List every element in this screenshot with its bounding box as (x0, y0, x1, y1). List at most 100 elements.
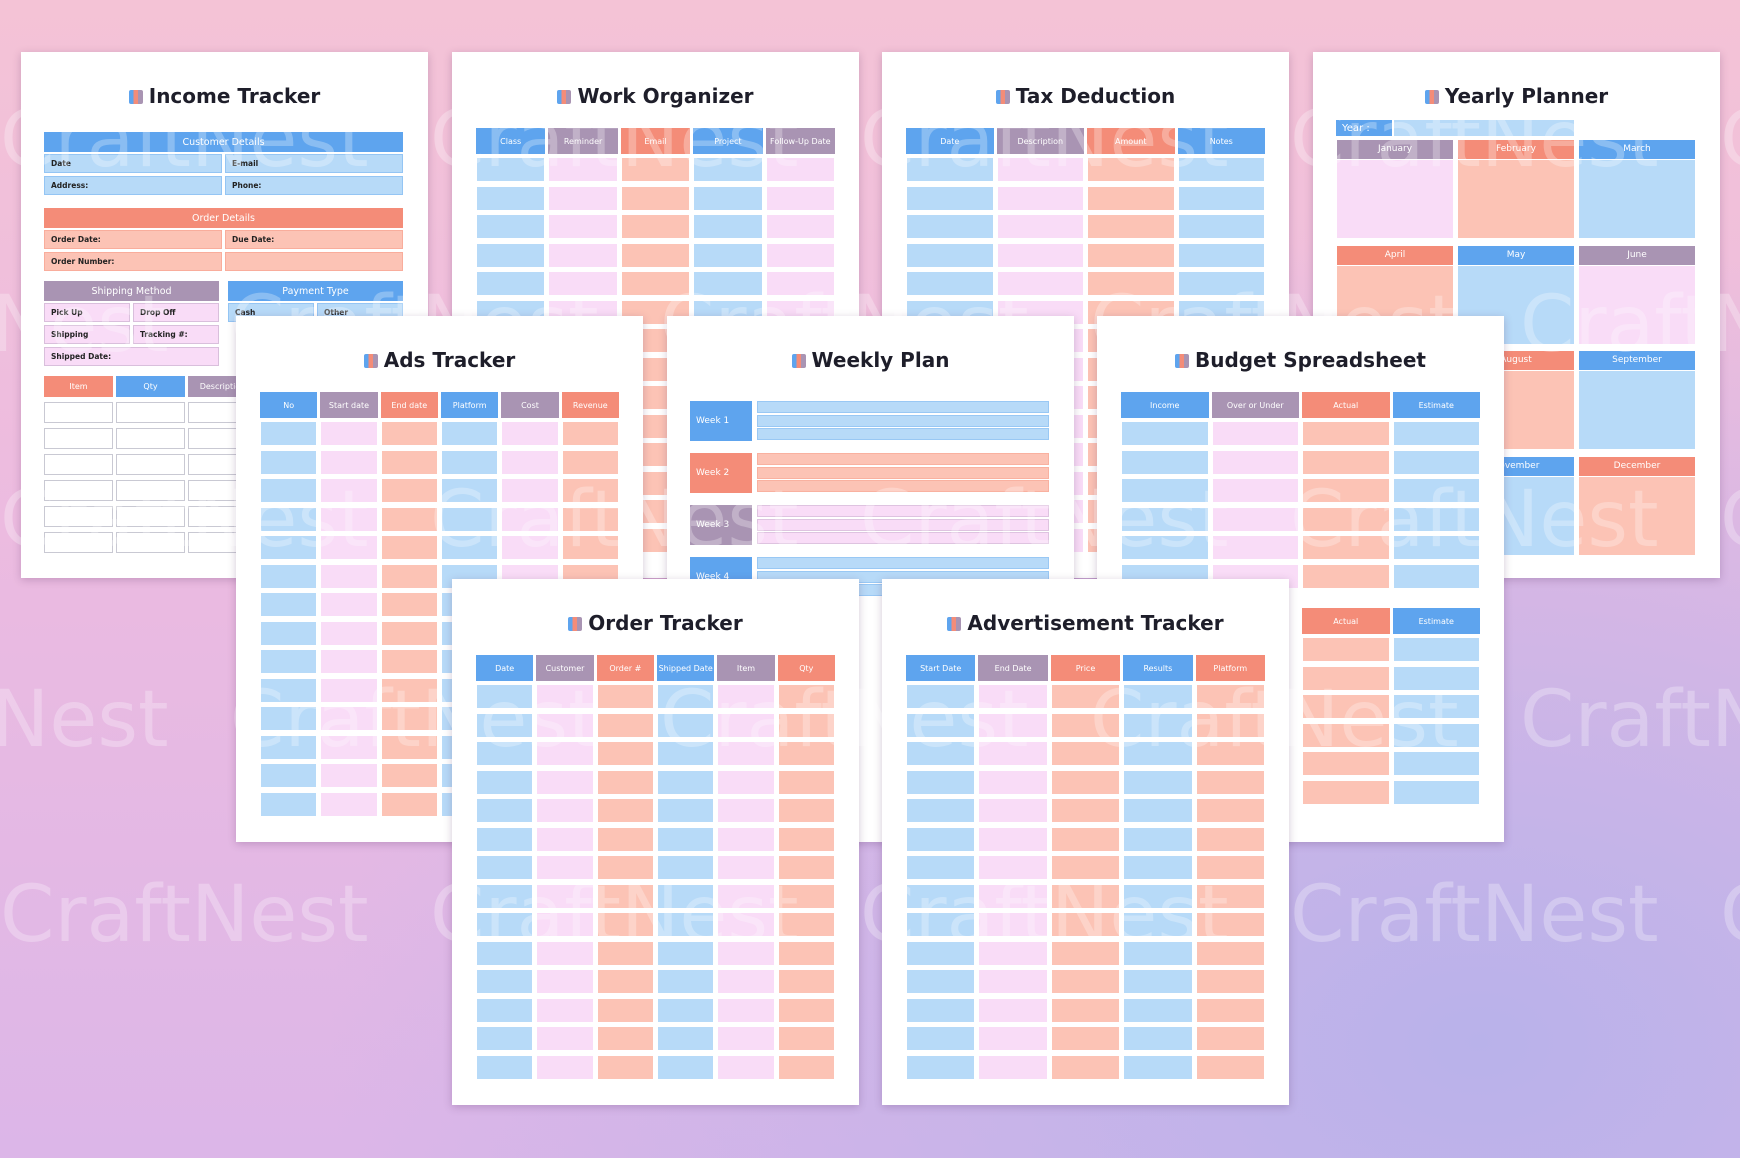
cell (536, 912, 594, 937)
page-title: Budget Spreadsheet (1097, 348, 1504, 372)
cell (116, 506, 185, 527)
cell (596, 712, 654, 738)
cell (657, 769, 715, 795)
month-header: January (1337, 140, 1453, 159)
cell (1302, 506, 1390, 532)
cell (1195, 769, 1265, 795)
cell (536, 826, 594, 852)
cell (978, 712, 1048, 738)
cell (1195, 741, 1265, 766)
cell (777, 940, 835, 966)
cell (476, 271, 546, 296)
cell (260, 620, 318, 646)
cell (501, 421, 559, 446)
cell (380, 563, 438, 589)
cell (596, 940, 654, 966)
column-header: Description (996, 128, 1084, 154)
cell (1121, 506, 1209, 532)
column-header: Follow-Up Date (765, 128, 835, 154)
cell (476, 826, 534, 852)
column-header: No (260, 392, 318, 418)
page-title: Tax Deduction (882, 84, 1289, 108)
column-header: Customer (536, 655, 594, 681)
cell (476, 157, 546, 182)
cell (320, 449, 378, 475)
cell (1392, 535, 1480, 560)
cell (548, 157, 618, 182)
cell (260, 506, 318, 532)
page-title: Order Tracker (452, 611, 859, 635)
week-line (757, 414, 1049, 427)
cell (44, 532, 113, 553)
cell (1050, 741, 1121, 766)
cell (1392, 478, 1480, 503)
cell (1177, 214, 1265, 239)
cell (978, 969, 1048, 994)
cell (777, 1054, 835, 1080)
cell (1121, 478, 1209, 503)
cell (1195, 1026, 1265, 1051)
cell (978, 912, 1048, 937)
column-header: End date (380, 392, 438, 418)
cell (44, 428, 113, 449)
week-label: Week 3 (690, 505, 752, 545)
cell (1177, 242, 1265, 268)
week-line (757, 428, 1049, 440)
field: Shipped Date: (44, 347, 219, 366)
cell (596, 769, 654, 795)
cell (501, 535, 559, 560)
cell (906, 242, 994, 268)
cell (717, 1026, 775, 1051)
cell (1123, 997, 1193, 1023)
cell (765, 271, 835, 296)
cell (1123, 969, 1193, 994)
cell (260, 706, 318, 731)
cell (476, 1054, 534, 1080)
cell (1050, 826, 1121, 852)
cell (717, 741, 775, 766)
cell (1121, 535, 1209, 560)
cell (476, 712, 534, 738)
week-line (757, 480, 1049, 492)
cell (657, 741, 715, 766)
cell (536, 855, 594, 880)
field: Shipping (44, 325, 130, 344)
cell (44, 402, 113, 423)
week-label: Week 1 (690, 401, 752, 441)
cell (536, 1026, 594, 1051)
year-field (1394, 120, 1574, 136)
cell (548, 214, 618, 239)
cell (906, 684, 976, 709)
week-line (757, 557, 1049, 569)
page-title: Weekly Plan (667, 348, 1074, 372)
cell (1195, 883, 1265, 909)
cell (906, 1054, 976, 1080)
cell (906, 855, 976, 880)
cell (116, 532, 185, 553)
cell (906, 798, 976, 823)
field: Date (44, 154, 222, 173)
cell (536, 712, 594, 738)
column-header: Actual (1302, 392, 1390, 418)
cell (1050, 912, 1121, 937)
field: Due Date: (225, 230, 403, 249)
cell (1195, 712, 1265, 738)
cell (260, 421, 318, 446)
column-header: Income (1121, 392, 1209, 418)
cell (116, 480, 185, 501)
cell (996, 214, 1084, 239)
cell (777, 912, 835, 937)
cell (657, 798, 715, 823)
column-header: Platform (441, 392, 499, 418)
cell (1177, 185, 1265, 211)
template-page: Order Tracker Date Customer Order # Shipped … (452, 579, 859, 1105)
cell (657, 940, 715, 966)
column-header: Class (476, 128, 546, 154)
title-text: Yearly Planner (1444, 84, 1609, 108)
cell (1302, 779, 1390, 805)
template-page: Yearly Planner Year : January February March… (1313, 52, 1720, 578)
cell (777, 769, 835, 795)
column-header: Project (693, 128, 763, 154)
field: Order Date: (44, 230, 222, 249)
title-text: Advertisement Tracker (967, 611, 1224, 635)
